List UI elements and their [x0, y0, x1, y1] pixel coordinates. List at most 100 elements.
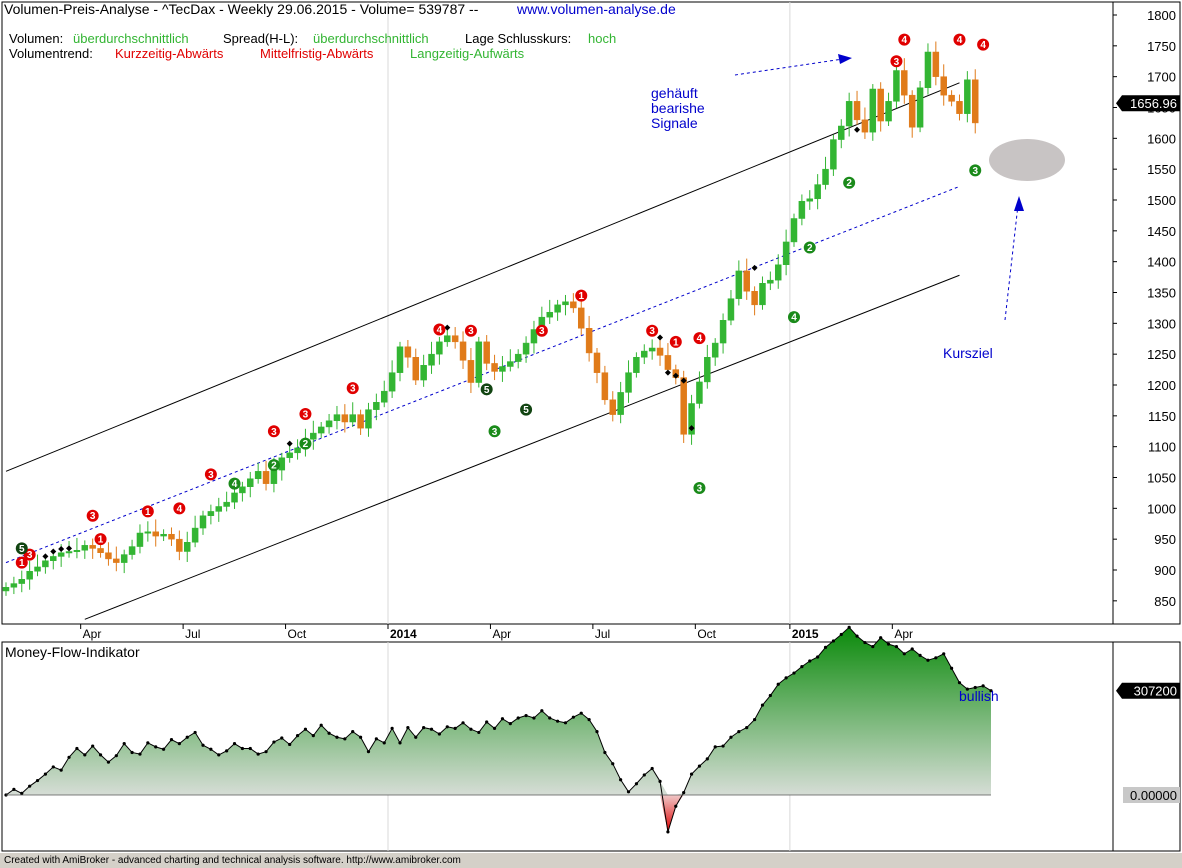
mfi-zero-label: 0.00000: [1130, 788, 1177, 803]
signal-diamond: [672, 372, 679, 379]
mfi-point: [232, 742, 237, 746]
candle-body: [183, 542, 191, 552]
mfi-point: [248, 746, 252, 751]
candle-body: [751, 291, 758, 306]
mfi-point: [130, 750, 134, 755]
candle-body: [349, 414, 356, 423]
signal-marker-label: 2: [807, 243, 813, 254]
mfi-title: Money-Flow-Indikator: [5, 644, 140, 660]
candle-body: [341, 414, 349, 423]
candle-body: [128, 546, 136, 555]
candle-body: [625, 372, 632, 393]
mfi-point: [792, 671, 796, 675]
candle-body: [514, 353, 522, 362]
candle-body: [562, 301, 569, 306]
price-tick-label: 1100: [1148, 440, 1176, 455]
candle-body: [357, 414, 364, 429]
mfi-point: [359, 735, 363, 739]
mfi-point: [697, 764, 702, 768]
signal-marker-label: 5: [523, 405, 529, 416]
mfi-point: [579, 711, 583, 715]
mfi-point: [485, 720, 489, 724]
price-tick-label: 1550: [1147, 162, 1176, 177]
mfi-point: [351, 730, 355, 734]
mfi-point: [225, 749, 229, 753]
mfi-point: [28, 784, 32, 788]
candle-body: [73, 550, 81, 553]
candle-body: [845, 101, 853, 127]
volumen-label: Volumen:: [9, 31, 64, 46]
mfi-positive-area: [6, 627, 991, 795]
mfi-point: [311, 734, 315, 738]
signal-marker-label: 4: [437, 325, 443, 336]
price-target-zone: [989, 139, 1065, 181]
candle-body: [680, 377, 687, 435]
signal-marker-label: 4: [697, 334, 703, 345]
mfi-point: [453, 726, 457, 731]
signal-marker: [890, 55, 903, 68]
candle-body: [89, 545, 96, 549]
candle-body: [711, 342, 719, 358]
mfi-point: [414, 735, 418, 739]
date-tick-label: Jul: [185, 627, 200, 641]
candle-body: [262, 471, 270, 484]
signal-marker-label: 1: [19, 558, 25, 569]
candle-body: [948, 94, 955, 102]
candle-body: [176, 538, 183, 552]
mfi-point: [43, 772, 48, 776]
mfi-point: [548, 716, 552, 720]
candle-body: [254, 471, 262, 479]
mfi-point: [437, 732, 441, 736]
candle-body: [971, 79, 979, 124]
candle-body: [451, 335, 459, 343]
candle-body: [924, 51, 932, 89]
signal-marker: [693, 481, 706, 494]
signal-marker: [535, 324, 548, 337]
mfi-point: [366, 750, 371, 754]
mfi-zero-marker: [1123, 787, 1180, 803]
signal-marker: [488, 425, 501, 438]
spread-label: Spread(H-L):: [223, 31, 299, 46]
candle-body: [270, 469, 278, 484]
candle-body: [735, 270, 743, 299]
mfi-point: [942, 652, 946, 656]
mfi-point: [51, 765, 55, 769]
mfi-point: [705, 757, 709, 761]
mfi-point: [894, 644, 899, 649]
mfi-point: [288, 742, 292, 747]
trend-short: Kurzzeitig-Abwärts: [115, 46, 224, 61]
mfi-point: [831, 639, 836, 643]
mfi-point: [500, 717, 505, 721]
last-price-marker: [1116, 95, 1180, 112]
candle-body: [633, 357, 640, 373]
mfi-point: [524, 713, 528, 718]
website-link[interactable]: www.volumen-analyse.de: [517, 1, 676, 17]
mfi-point: [492, 726, 497, 731]
candle-body: [26, 570, 33, 580]
mfi-point: [162, 747, 166, 751]
mfi-point: [847, 625, 851, 629]
signal-marker: [267, 425, 280, 438]
bullish-note: bullish: [959, 688, 999, 704]
signal-marker-label: 3: [894, 57, 900, 68]
mfi-point: [713, 745, 717, 749]
signal-marker: [669, 335, 682, 348]
signal-marker-label: 3: [539, 326, 545, 337]
candle-body: [507, 361, 514, 367]
mfi-point: [973, 685, 977, 690]
mfi-point: [303, 727, 308, 731]
footer-credit: Created with AmiBroker - advanced charti…: [0, 853, 1182, 868]
signal-marker-label: 1: [98, 535, 104, 546]
mfi-point: [658, 779, 662, 783]
mfi-point: [768, 693, 772, 698]
mfi-point: [154, 745, 158, 749]
signal-diamond: [751, 264, 758, 271]
signal-diamond: [657, 334, 664, 341]
mfi-point: [839, 632, 843, 637]
price-tick-label: 1150: [1148, 409, 1176, 424]
signal-marker-label: 4: [177, 504, 183, 515]
spread-value: überdurchschnittlich: [313, 31, 429, 46]
mfi-point: [445, 725, 449, 729]
mfi-point: [760, 703, 765, 707]
candle-body: [10, 583, 18, 588]
